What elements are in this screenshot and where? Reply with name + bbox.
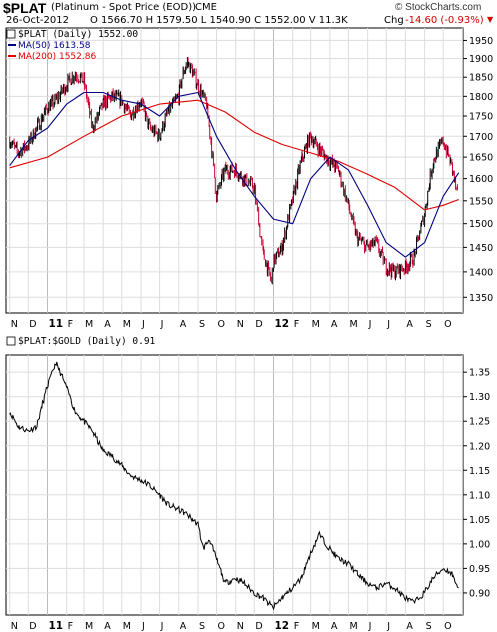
x-tick-label-bottom-18: M [349,621,357,632]
ma50-line [9,91,460,258]
x-tick-label-15: F [294,319,299,330]
x-tick-label-20: J [386,319,390,330]
x-tick-label-bottom-14: 12 [275,620,290,632]
ratio-panel [5,354,464,616]
x-tick-label-bottom-6: M [123,621,131,632]
ratio-legend-label: $PLAT:$GOLD (Daily) 0.91 [18,336,156,347]
change-down-arrow-icon: ▼ [487,15,494,24]
ratio-ytick-label-3: 1.05 [469,515,490,526]
ratio-ytick-label-5: 1.15 [469,466,490,477]
x-tick-label-bottom-8: J [160,621,164,632]
x-tick-label-14: 12 [275,318,290,330]
x-tick-label-bottom-12: N [237,621,244,632]
change-label: Chg [384,15,404,26]
ratio-line [9,361,459,611]
ratio-ytick-label-8: 1.30 [469,392,490,403]
x-tick-label-4: M [85,319,93,330]
ratio-ytick-label-0: 0.90 [469,588,490,599]
x-tick-label-bottom-11: O [218,621,225,632]
x-tick-label-bottom-16: M [312,621,320,632]
ratio-ytick-label-7: 1.25 [469,417,490,428]
symbol-title: $PLAT [3,0,47,16]
x-tick-label-17: A [331,319,338,330]
change-value: -14.60 (-0.93%) [405,15,484,26]
x-tick-label-bottom-4: M [85,621,93,632]
price-ytick-label-12: 1950 [469,36,493,47]
price-ytick-label-4: 1550 [469,196,493,207]
ratio-ytick-label-9: 1.35 [469,368,490,379]
x-tick-label-3: F [68,319,73,330]
price-ytick-label-11: 1900 [469,54,493,65]
x-tick-label-11: O [218,319,225,330]
x-tick-label-6: M [123,319,131,330]
x-tick-label-13: D [255,319,262,330]
ma200-legend-label: MA(200) 1552.86 [18,52,96,62]
x-tick-label-bottom-1: D [29,621,36,632]
x-tick-label-bottom-22: S [426,621,432,632]
x-tick-label-10: S [199,319,205,330]
x-tick-label-bottom-3: F [68,621,73,632]
x-tick-label-5: A [104,319,111,330]
price-ytick-label-5: 1600 [469,174,493,185]
x-tick-label-bottom-21: A [406,621,413,632]
price-ytick-label-1: 1400 [469,267,493,278]
price-ytick-label-7: 1700 [469,132,493,143]
x-tick-label-12: N [237,319,244,330]
x-tick-label-bottom-9: A [180,621,187,632]
price-ytick-label-10: 1850 [469,73,493,84]
x-tick-label-bottom-0: N [11,621,18,632]
quote-date: 26-Oct-2012 [6,15,69,26]
x-tick-label-23: O [444,319,451,330]
price-ytick-label-3: 1500 [469,219,493,230]
x-tick-label-bottom-10: S [199,621,205,632]
x-tick-label-8: J [160,319,164,330]
x-tick-label-bottom-5: A [104,621,111,632]
x-tick-label-bottom-7: J [141,621,145,632]
x-tick-label-18: M [349,319,357,330]
x-tick-label-1: D [29,319,36,330]
price-legend-label: $PLAT (Daily) 1552.00 [18,29,138,40]
ratio-ytick-label-1: 0.95 [469,564,490,575]
ratio-legend-swatch [6,336,16,346]
ratio-ytick-label-6: 1.20 [469,441,490,452]
quote-ohlcv: O 1566.70 H 1579.50 L 1540.90 C 1552.00 … [90,15,348,26]
x-tick-label-9: A [180,319,187,330]
exchange-label: CME [195,2,217,13]
x-tick-label-21: A [406,319,413,330]
ma50-legend-label: MA(50) 1613.58 [18,41,91,51]
x-tick-label-16: M [312,319,320,330]
ratio-ytick-label-4: 1.10 [469,490,490,501]
price-ytick-label-2: 1450 [469,243,493,254]
x-tick-label-bottom-13: D [255,621,262,632]
x-tick-label-19: J [368,319,372,330]
watermark-logo: © StockCharts.com [395,2,482,13]
x-tick-label-bottom-15: F [294,621,299,632]
x-tick-label-bottom-17: A [331,621,338,632]
x-tick-label-22: S [426,319,432,330]
x-tick-label-bottom-2: 11 [48,620,63,632]
price-ytick-label-8: 1750 [469,112,493,123]
x-tick-label-bottom-23: O [444,621,451,632]
x-tick-label-bottom-20: J [386,621,390,632]
x-tick-label-7: J [141,319,145,330]
x-tick-label-bottom-19: J [368,621,372,632]
ratio-ytick-label-2: 1.00 [469,539,490,550]
price-ytick-label-9: 1800 [469,92,493,103]
ma200-line [9,99,459,211]
x-tick-label-0: N [11,319,18,330]
price-ytick-label-0: 1350 [469,293,493,304]
x-tick-label-2: 11 [48,318,63,330]
price-ytick-label-6: 1650 [469,153,493,164]
symbol-description: (Platinum - Spot Price (EOD)) [51,2,196,13]
price-legend-swatch [6,29,16,39]
